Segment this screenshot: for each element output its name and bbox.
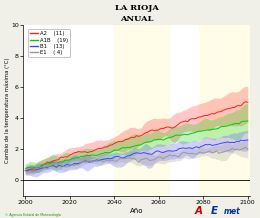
- Bar: [199, 25, 250, 196]
- Text: © Agencia Estatal de Meteorología: © Agencia Estatal de Meteorología: [5, 213, 61, 217]
- Text: E: E: [211, 206, 218, 216]
- Legend: A2    (11), A1B    (19), B1    (13), E1    ( 4): A2 (11), A1B (19), B1 (13), E1 ( 4): [28, 29, 70, 57]
- Bar: [114, 25, 170, 196]
- X-axis label: Año: Año: [130, 208, 143, 214]
- Title: LA RIOJA
ANUAL: LA RIOJA ANUAL: [115, 4, 158, 23]
- Text: A: A: [195, 206, 203, 216]
- Y-axis label: Cambio de la temperatura máxima (°C): Cambio de la temperatura máxima (°C): [4, 58, 10, 163]
- Text: met: met: [224, 207, 240, 216]
